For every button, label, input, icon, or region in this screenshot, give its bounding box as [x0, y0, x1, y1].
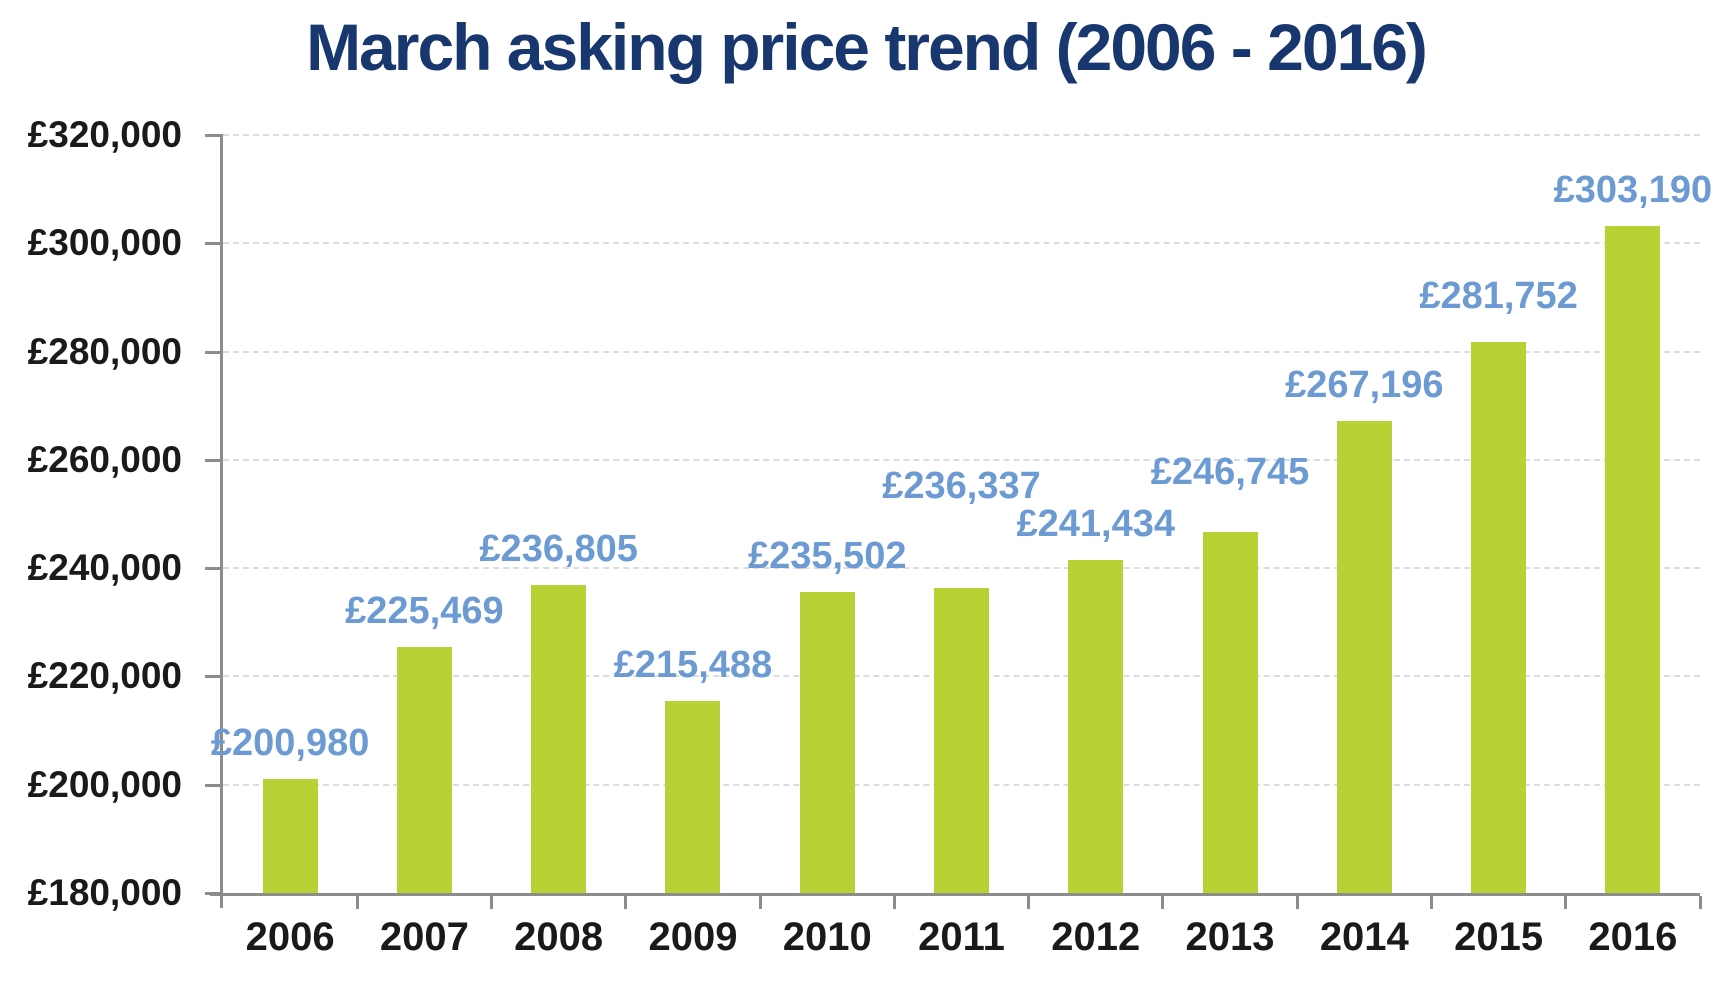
- x-axis-line: [210, 893, 1700, 896]
- y-axis-tick: [205, 458, 223, 462]
- chart-title: March asking price trend (2006 - 2016): [306, 10, 1428, 84]
- y-tick-label: £260,000: [27, 438, 182, 480]
- x-tick-label: 2015: [1454, 915, 1544, 959]
- gridline: [223, 567, 1700, 570]
- y-axis-tick: [205, 567, 223, 571]
- gridline: [223, 458, 1700, 461]
- y-axis-tick: [205, 783, 223, 787]
- x-axis-tick: [1027, 896, 1031, 909]
- y-axis-line: [220, 135, 223, 908]
- bar-2011: [934, 587, 989, 893]
- bar-value-label: £225,469: [345, 589, 504, 632]
- x-axis-tick: [758, 896, 762, 909]
- y-tick-label: £280,000: [27, 330, 182, 372]
- bar-value-label: £236,805: [479, 528, 638, 571]
- y-tick-label: £300,000: [27, 222, 182, 264]
- bar-2009: [665, 700, 721, 893]
- gridline: [223, 350, 1700, 353]
- bar-2013: [1202, 531, 1258, 893]
- bar-value-label: £236,337: [882, 464, 1041, 507]
- bar-value-label: £215,488: [613, 643, 773, 686]
- x-axis-tick: [1161, 896, 1165, 909]
- y-tick-label: £180,000: [27, 872, 182, 913]
- x-tick-label: 2014: [1319, 915, 1409, 959]
- bar-value-label: £267,196: [1285, 363, 1444, 406]
- y-tick-label: £200,000: [27, 763, 182, 805]
- x-tick-label: 2010: [782, 915, 872, 959]
- y-axis-tick: [205, 675, 223, 679]
- gridline: [223, 134, 1700, 136]
- x-tick-label: 2007: [379, 915, 469, 959]
- bar-value-label: £241,434: [1016, 503, 1176, 546]
- y-tick-label: £320,000: [27, 114, 182, 155]
- x-tick-label: 2013: [1185, 915, 1275, 959]
- gridline: [223, 242, 1700, 245]
- x-axis-tick: [624, 896, 628, 909]
- y-tick-label: £240,000: [27, 547, 182, 589]
- y-tick-label: £220,000: [27, 655, 182, 697]
- x-tick-label: 2011: [918, 915, 1005, 959]
- y-axis-tick: [205, 242, 223, 246]
- x-tick-label: 2016: [1588, 915, 1678, 959]
- bar-2016: [1605, 226, 1661, 893]
- x-axis-tick: [1698, 896, 1702, 909]
- bar-2015: [1471, 342, 1527, 893]
- bar-2008: [531, 585, 587, 893]
- y-axis-tick: [205, 134, 223, 137]
- bar-value-label: £200,980: [210, 722, 370, 765]
- bar-2010: [799, 592, 855, 893]
- x-axis-tick: [892, 896, 896, 909]
- bar-2014: [1336, 420, 1392, 893]
- x-tick-label: 2012: [1051, 915, 1141, 959]
- x-axis-tick: [1564, 896, 1568, 909]
- y-axis-tick: [205, 350, 223, 354]
- x-axis-tick: [1429, 896, 1433, 909]
- x-axis-tick: [355, 896, 359, 909]
- x-axis-tick: [1295, 896, 1299, 909]
- bar-2006: [262, 779, 318, 893]
- bar-value-label: £303,190: [1553, 169, 1713, 211]
- bar-value-label: £246,745: [1150, 450, 1310, 493]
- bar-value-label: £281,752: [1419, 275, 1578, 318]
- x-axis-tick: [490, 896, 494, 909]
- x-tick-label: 2009: [648, 915, 738, 959]
- x-tick-label: 2008: [514, 915, 604, 959]
- x-tick-label: 2006: [245, 915, 335, 959]
- bar-2007: [396, 646, 452, 893]
- bar-2012: [1068, 560, 1124, 893]
- bar-value-label: £235,502: [747, 535, 907, 578]
